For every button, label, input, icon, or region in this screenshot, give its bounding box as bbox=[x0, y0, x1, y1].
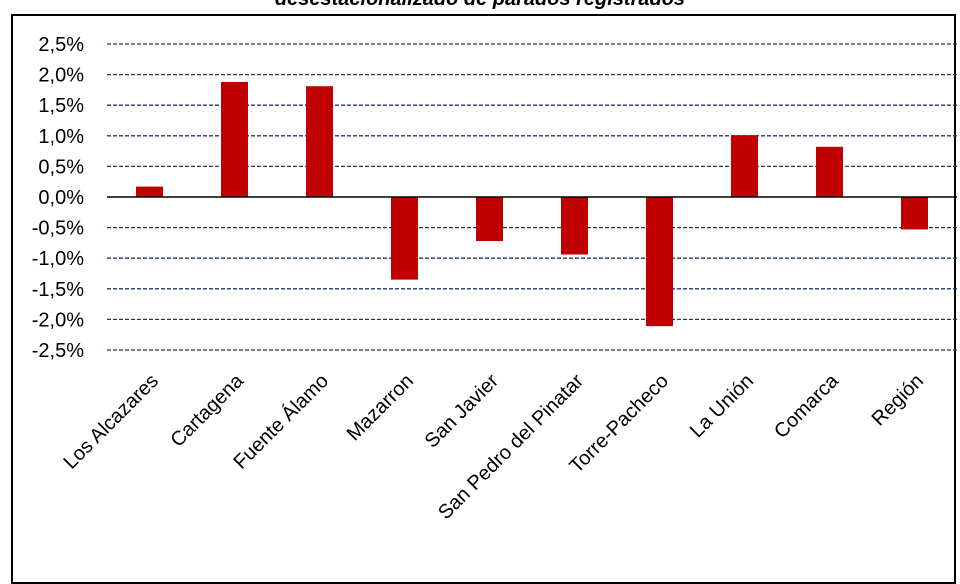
bar-torre-pacheco bbox=[646, 197, 673, 327]
bar-comarca bbox=[816, 146, 843, 197]
bar-la-uni-n bbox=[731, 135, 758, 197]
x-tick-label: Los Alcazares bbox=[59, 370, 163, 474]
y-tick-label: 0,5% bbox=[38, 156, 84, 178]
y-tick-label: -2,5% bbox=[32, 340, 84, 362]
x-tick-label: San Pedro del Pinatar bbox=[434, 370, 588, 524]
x-tick-label: La Unión bbox=[686, 370, 758, 442]
bar-cartagena bbox=[221, 81, 248, 197]
bar-san-pedro-del-pinatar bbox=[561, 197, 588, 255]
x-tick-label: Mazarron bbox=[343, 370, 418, 445]
bar-fuente-lamo bbox=[306, 86, 333, 197]
bar-los-alcazares bbox=[136, 186, 163, 197]
y-tick-label: -2,0% bbox=[32, 309, 84, 331]
y-tick-label: 2,0% bbox=[38, 65, 84, 87]
x-tick-label: Comarca bbox=[770, 369, 844, 443]
bar-regi-n bbox=[901, 197, 928, 230]
y-tick-label: -1,0% bbox=[32, 248, 84, 270]
bar-san-javier bbox=[476, 197, 503, 242]
y-tick-label: 2,5% bbox=[38, 34, 84, 56]
y-tick-label: 0,0% bbox=[38, 187, 84, 209]
bar-mazarron bbox=[391, 197, 418, 280]
bars bbox=[136, 81, 928, 327]
x-tick-label: Región bbox=[868, 370, 928, 430]
x-tick-label: Cartagena bbox=[166, 369, 248, 451]
y-axis-tick-labels: 2,5% 2,0% 1,5% 1,0% 0,5% 0,0% -0,5% -1,0% -1,5% -… bbox=[32, 34, 84, 362]
y-tick-label: -1,5% bbox=[32, 279, 84, 301]
y-tick-label: -0,5% bbox=[32, 218, 84, 240]
y-tick-label: 1,0% bbox=[38, 126, 84, 148]
x-tick-label: San Javier bbox=[421, 370, 504, 453]
chart-frame bbox=[11, 14, 956, 584]
y-tick-label: 1,5% bbox=[38, 95, 84, 117]
chart-title: desestacionalizado de parados registrado… bbox=[0, 0, 960, 11]
gridlines bbox=[107, 43, 957, 351]
